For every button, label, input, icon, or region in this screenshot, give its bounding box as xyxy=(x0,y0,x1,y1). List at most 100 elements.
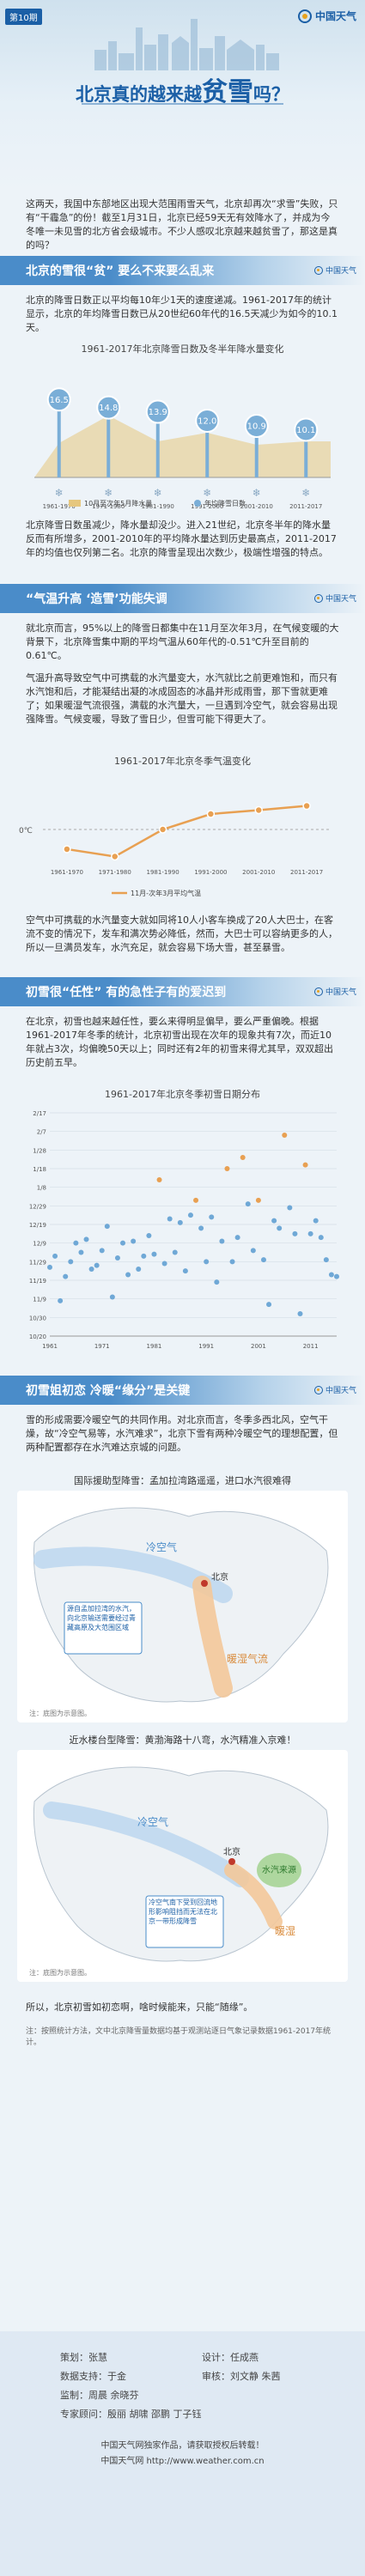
first-snow-point xyxy=(302,1162,308,1168)
first-snow-point xyxy=(224,1166,230,1171)
credit-data: 数据支持：于金 xyxy=(60,2371,126,2382)
section3-banner: 初雪很“任性” 有的急性子有的爱迟到 中国天气 xyxy=(0,977,365,1006)
map2: 北京 冷空气 水汽来源 暖湿 冷空气南下受到回流地形影响阻挡而无法在北京一带形成… xyxy=(17,1750,348,1982)
snow-days-chart: 16.5 ❄ 1961-1970 14.8 ❄ 1971-1980 13.9 ❄ 1981-19… xyxy=(17,357,348,512)
chart2-x-tick: 2001-2010 xyxy=(242,869,275,876)
title-underline xyxy=(82,103,283,105)
snow-bubble xyxy=(294,417,319,442)
chart3-y-tick: 1/18 xyxy=(33,1166,46,1173)
first-snow-point xyxy=(250,1248,256,1254)
issue-tag: 第10期 xyxy=(5,9,42,25)
chart1-bg xyxy=(17,357,348,512)
section2-text3: 空气中可携载的水汽量变大就如同将10人小客车换成了20人大巴士，在客流不变的情况… xyxy=(26,914,338,953)
chart2-x-tick: 1971-1980 xyxy=(99,869,131,876)
title-emphasis: 贫雪 xyxy=(202,77,253,107)
map2-city-label: 北京 xyxy=(223,1846,240,1857)
page-title: 北京真的越来越贫雪吗？ xyxy=(0,70,365,108)
chart1-x-tick: 2001-2010 xyxy=(240,503,273,510)
first-snow-point xyxy=(146,1233,152,1238)
chart2-title: 1961-2017年北京冬季气温变化 xyxy=(114,756,251,767)
section2-text2: 气温升高导致空气中可携载的水汽量变大，水汽就比之前更难饱和，而只有水汽饱和后，才… xyxy=(26,672,338,725)
first-snow-point xyxy=(177,1219,183,1225)
snow-bar xyxy=(254,434,259,477)
chart3-x-tick: 1971 xyxy=(94,1343,110,1350)
header: 第10期 中国天气 北京真的越来越贫雪吗？ xyxy=(0,0,365,189)
brand-name: 中国天气 xyxy=(314,10,356,22)
first-snow-point xyxy=(131,1238,137,1244)
snow-bubble xyxy=(96,395,121,420)
first-snow-point xyxy=(234,1235,240,1241)
chart3-x-tick: 1961 xyxy=(42,1343,58,1350)
snow-bar xyxy=(57,408,61,477)
map2-cold-label: 冷空气 xyxy=(137,1815,168,1828)
zero-label: 0℃ xyxy=(19,827,33,835)
temp-point xyxy=(206,810,216,818)
snow-value-label: 16.5 xyxy=(50,396,69,405)
chart2-x-tick: 2011-2017 xyxy=(290,869,323,876)
snow-bubble xyxy=(46,387,71,412)
section4-brand: 中国天气 xyxy=(313,1384,356,1395)
first-snow-point xyxy=(63,1273,69,1279)
chart1-x-tick: 2011-2017 xyxy=(289,503,322,510)
section1-title: 北京的雪很“贫” 要么不来要么乱来 xyxy=(26,264,215,278)
first-snow-point xyxy=(52,1253,58,1259)
first-snow-point xyxy=(229,1259,235,1265)
closing-text: 所以，北京初雪如初恋啊，啥时候能来，只能“随缘”。 xyxy=(26,2002,253,2013)
first-snow-point xyxy=(209,1214,215,1220)
legend-precip-label: 10月至次年5月降水量 xyxy=(84,499,152,507)
first-snow-point xyxy=(109,1294,115,1300)
first-snow-point xyxy=(214,1279,220,1285)
temp-line xyxy=(66,805,307,858)
first-snow-point xyxy=(136,1267,142,1272)
brand-icon xyxy=(313,593,323,603)
section2-title: “气温升高 ‘造雪’功能失调 xyxy=(26,592,167,606)
snowflake-icon: ❄ xyxy=(55,487,64,499)
snow-bar xyxy=(304,438,308,477)
map1-caption: 国际援助型降雪：孟加拉湾路遥遥，进口水汽很难得 xyxy=(74,1475,291,1486)
map1-drawing: 北京 冷空气 暖湿气流 源自孟加拉湾的水汽，向北京输送需要经过青藏高原及大范围区… xyxy=(29,1507,329,1717)
footer-website[interactable]: 中国天气网 http://www.weather.com.cn xyxy=(100,2457,265,2466)
first-snow-point xyxy=(260,1257,266,1263)
first-snow-point xyxy=(172,1249,178,1255)
snow-value-label: 12.0 xyxy=(198,417,216,427)
first-snow-point xyxy=(277,1225,283,1231)
chart3-x-tick: 1991 xyxy=(198,1343,214,1350)
snow-bar xyxy=(205,429,210,477)
first-snow-point xyxy=(141,1253,147,1259)
chart3-title: 1961-2017年北京冬季初雪日期分布 xyxy=(105,1089,260,1100)
first-snow-point xyxy=(307,1230,313,1236)
chart3-y-tick: 10/20 xyxy=(29,1334,46,1340)
first-snow-point xyxy=(271,1218,277,1224)
legend-precip-swatch xyxy=(69,500,81,507)
map2-warm-label: 暖湿 xyxy=(275,1924,295,1937)
first-snow-point xyxy=(318,1235,324,1241)
brand-logo[interactable]: 中国天气 xyxy=(297,9,356,23)
brand-icon xyxy=(313,987,323,996)
chart1-x-tick: 1961-1970 xyxy=(43,503,76,510)
snow-value-label: 10.1 xyxy=(296,426,315,435)
first-snow-point xyxy=(313,1218,319,1224)
first-snow-point xyxy=(193,1197,199,1203)
section3-brand-text: 中国天气 xyxy=(325,988,356,997)
map2-caption: 近水楼台型降雪：黄渤海路十八弯，水汽精准入京难！ xyxy=(69,1735,296,1746)
legend-snow-label: 年均降雪日数 xyxy=(204,499,246,507)
first-snow-point xyxy=(323,1257,329,1263)
brand-icon xyxy=(313,265,323,275)
section3-text: 在北京，初雪也越来越任性，要么来得明显偏早，要么严重偏晚。根据1961-2017… xyxy=(26,1016,333,1068)
chart3-x-tick: 1981 xyxy=(147,1343,162,1350)
brand-icon xyxy=(297,9,312,23)
first-snow-point xyxy=(292,1230,298,1236)
chart3-y-tick: 2/7 xyxy=(37,1129,46,1136)
first-snow-point xyxy=(204,1259,210,1265)
map1-city-label: 北京 xyxy=(211,1571,228,1583)
chart1-title: 1961-2017年北京降雪日数及冬半年降水量变化 xyxy=(81,343,284,355)
map1-callout: 源自孟加拉湾的水汽，向北京输送需要经过青藏高原及大范围区域 xyxy=(67,1605,136,1631)
data-note: 注：按照统计方法，文中北京降雪量数据均基于观测站逐日气象记录数据1961-201… xyxy=(26,2027,332,2047)
section1-banner: 北京的雪很“贫” 要么不来要么乱来 中国天气 xyxy=(0,256,365,285)
first-snow-point xyxy=(78,1249,84,1255)
map2-source: 注：底图为示意图。 xyxy=(29,1968,91,1977)
first-snow-point xyxy=(161,1261,167,1267)
section2-brand: 中国天气 xyxy=(313,592,356,604)
section4-banner: 初雪姐初恋 冷暖“缘分”是关键 中国天气 xyxy=(0,1376,365,1405)
credit-planner: 策划：张慧 xyxy=(60,2352,107,2363)
